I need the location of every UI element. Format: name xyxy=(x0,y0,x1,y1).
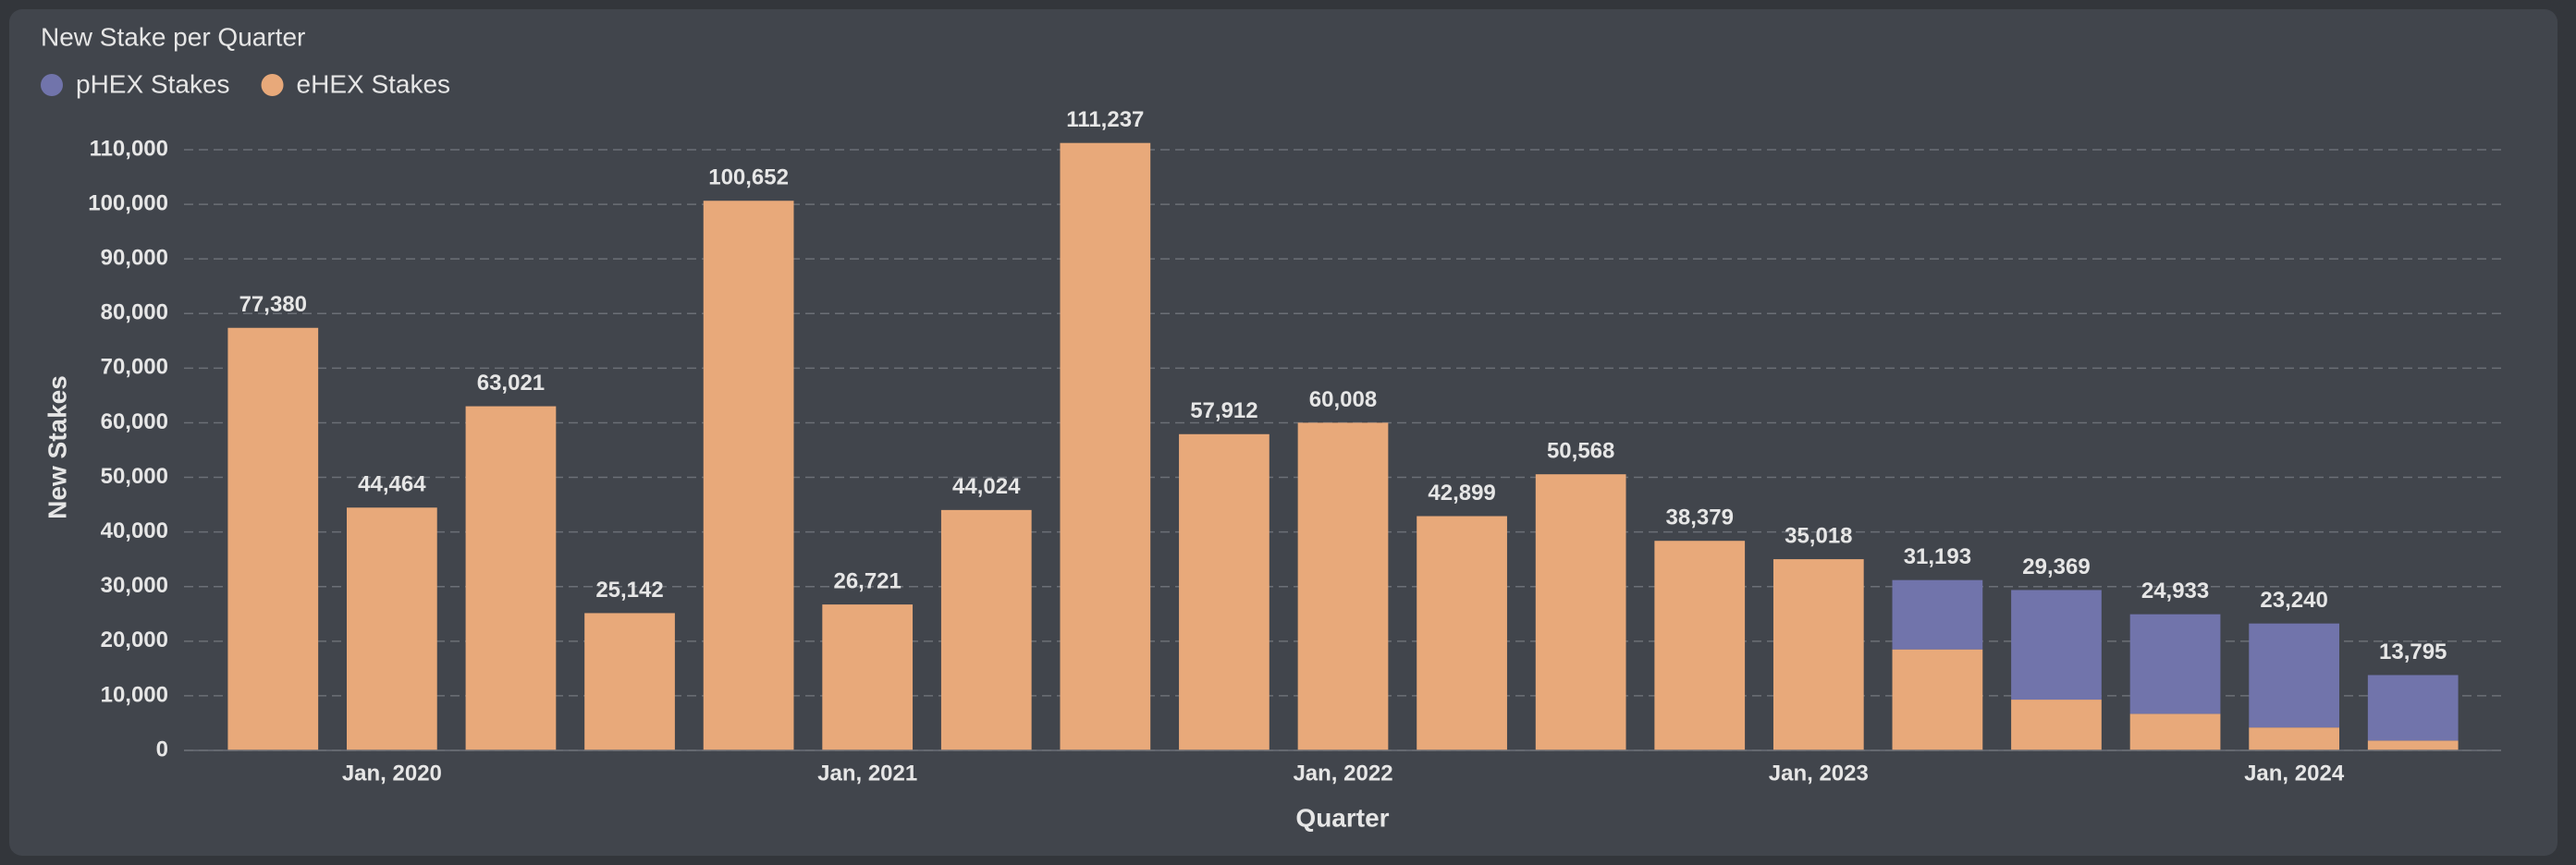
bar-segment xyxy=(2367,675,2459,741)
y-tick-label: 60,000 xyxy=(101,409,168,434)
data-label: 23,240 xyxy=(2260,588,2327,613)
data-label: 44,024 xyxy=(952,474,1021,499)
y-tick-label: 40,000 xyxy=(101,518,168,543)
data-label: 24,933 xyxy=(2141,579,2209,603)
y-tick-label: 30,000 xyxy=(101,573,168,598)
bar-segment xyxy=(1892,579,1983,650)
bar-segment xyxy=(2011,700,2102,750)
y-tick-label: 110,000 xyxy=(90,136,168,161)
x-tick-label: Jan, 2024 xyxy=(2244,761,2345,786)
data-label: 63,021 xyxy=(477,371,545,396)
x-tick-label: Jan, 2021 xyxy=(817,761,917,786)
data-label: 42,899 xyxy=(1428,481,1495,506)
bar-segment xyxy=(227,327,319,750)
bar-segment xyxy=(2249,727,2339,750)
data-label: 44,464 xyxy=(358,472,426,497)
data-label: 60,008 xyxy=(1309,387,1377,412)
bar-segment xyxy=(940,509,1032,750)
y-tick-label: 0 xyxy=(156,737,168,761)
data-label: 100,652 xyxy=(708,165,789,190)
bar-segment xyxy=(347,507,437,750)
bar-segment xyxy=(2249,623,2339,728)
data-label: 29,369 xyxy=(2022,554,2090,579)
bar-segment xyxy=(1773,559,1864,750)
legend-swatch xyxy=(261,74,284,96)
x-axis-title: Quarter xyxy=(1295,803,1389,832)
bar-segment xyxy=(465,406,557,750)
bar-segment xyxy=(1654,541,1746,750)
y-tick-label: 100,000 xyxy=(88,190,168,215)
y-tick-label: 10,000 xyxy=(101,682,168,707)
y-axis-title: New Stakes xyxy=(43,375,71,519)
data-label: 57,912 xyxy=(1190,398,1257,423)
bar-segment xyxy=(1892,649,1983,750)
legend-label: pHEX Stakes xyxy=(76,69,230,98)
data-label: 111,237 xyxy=(1066,107,1144,132)
bar-segment xyxy=(2367,740,2459,750)
y-tick-label: 70,000 xyxy=(101,355,168,380)
data-label: 25,142 xyxy=(595,578,663,603)
data-label: 77,380 xyxy=(239,292,307,317)
y-tick-label: 80,000 xyxy=(101,300,168,325)
data-label: 31,193 xyxy=(1904,544,1971,569)
y-tick-label: 50,000 xyxy=(101,464,168,489)
x-tick-label: Jan, 2023 xyxy=(1769,761,1869,786)
bar-segment xyxy=(2129,614,2221,714)
bar-segment xyxy=(1417,516,1507,750)
x-tick-label: Jan, 2022 xyxy=(1293,761,1392,786)
chart-title: New Stake per Quarter xyxy=(41,22,305,51)
y-tick-label: 20,000 xyxy=(101,627,168,652)
bar-segment xyxy=(1179,433,1270,750)
bar-segment xyxy=(1535,474,1626,750)
x-tick-label: Jan, 2020 xyxy=(342,761,442,786)
bar-segment xyxy=(822,604,914,750)
data-label: 35,018 xyxy=(1785,523,1852,548)
legend-label: eHEX Stakes xyxy=(297,69,451,98)
data-label: 26,721 xyxy=(833,568,901,593)
bar-segment xyxy=(2011,590,2102,701)
y-tick-label: 90,000 xyxy=(101,246,168,271)
data-label: 38,379 xyxy=(1666,506,1734,530)
legend-swatch xyxy=(41,74,63,96)
bar-segment xyxy=(703,201,794,751)
bar-segment xyxy=(584,613,675,750)
data-label: 50,568 xyxy=(1547,439,1614,464)
data-label: 13,795 xyxy=(2379,640,2447,664)
bar-segment xyxy=(2129,713,2221,750)
bar-segment xyxy=(1297,422,1389,750)
bar-segment xyxy=(1060,142,1151,751)
